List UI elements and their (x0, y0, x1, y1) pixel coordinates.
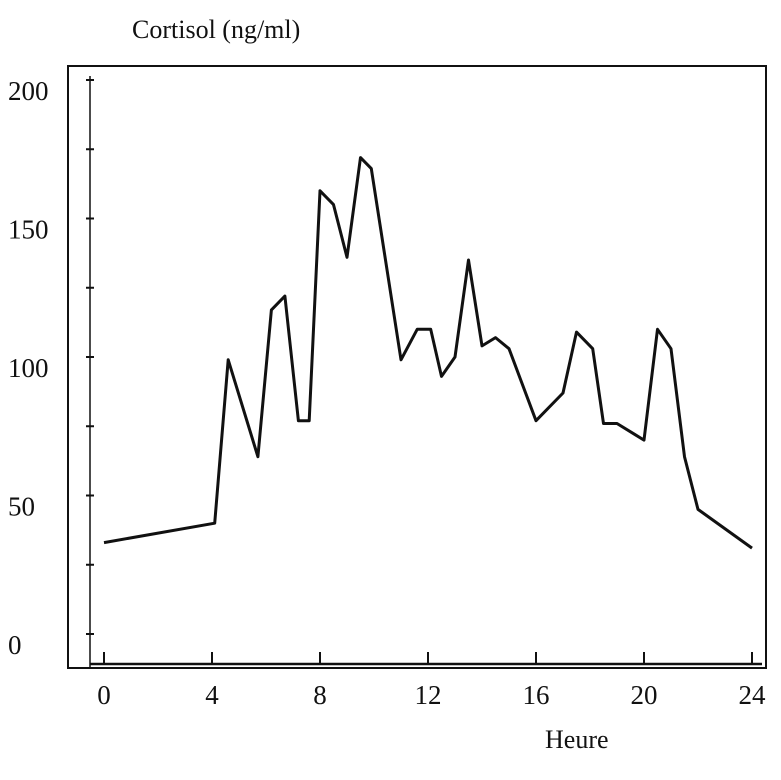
x-tick-label-2: 8 (313, 680, 327, 710)
x-ticks: 0 4 8 12 16 20 24 (97, 652, 766, 710)
y-tick-label-3: 150 (8, 215, 49, 245)
y-tick-label-1: 50 (8, 492, 35, 522)
x-tick-label-5: 20 (631, 680, 658, 710)
plot-frame (67, 65, 767, 669)
x-tick-label-6: 24 (739, 680, 767, 710)
y-tick-label-0: 0 (8, 630, 22, 660)
y-tick-label-4: 200 (8, 76, 49, 106)
x-tick-label-4: 16 (523, 680, 550, 710)
cortisol-series-line (103, 156, 753, 550)
x-tick-label-0: 0 (97, 680, 111, 710)
x-tick-label-1: 4 (205, 680, 219, 710)
y-axis-title: Cortisol (ng/ml) (132, 15, 300, 44)
y-tick-label-2: 100 (8, 353, 49, 383)
x-tick-label-3: 12 (415, 680, 442, 710)
x-axis-title: Heure (545, 725, 609, 754)
y-ticks: 0 50 100 150 200 (8, 76, 94, 660)
